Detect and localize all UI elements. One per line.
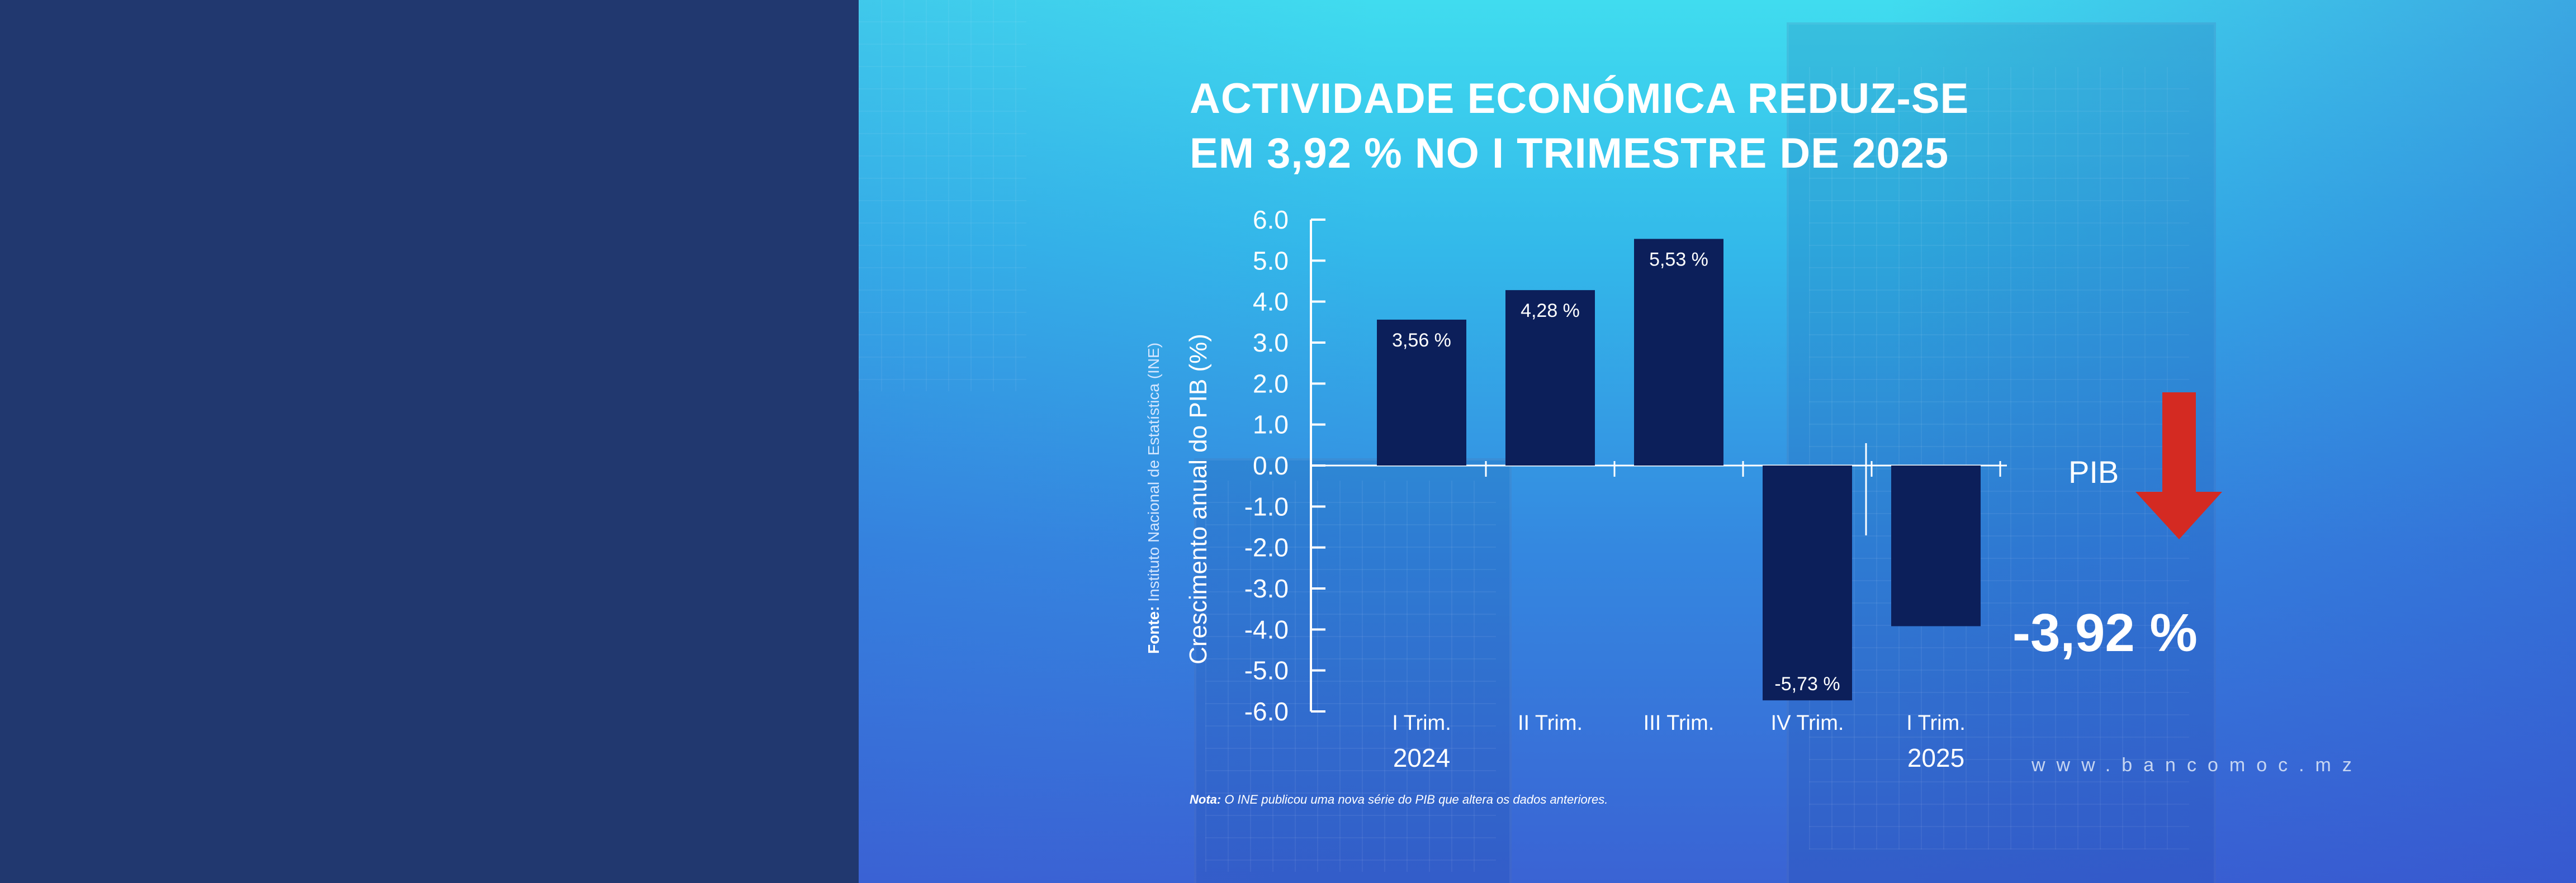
source-text: Instituto Nacional de Estatística (INE) — [1145, 342, 1162, 606]
y-tick-label: -1.0 — [1244, 492, 1289, 521]
y-tick-label: -3.0 — [1244, 574, 1289, 603]
y-tick-label: 6.0 — [1253, 205, 1289, 234]
bar-4 — [1763, 466, 1852, 701]
bar-3 — [1634, 239, 1723, 466]
y-tick-label: -5.0 — [1244, 656, 1289, 685]
down-arrow-icon — [2135, 392, 2222, 539]
y-tick-label: -4.0 — [1244, 615, 1289, 644]
x-category-label: I Trim. — [1906, 711, 1966, 735]
note-label: Nota: — [1190, 792, 1221, 806]
background-building — [1787, 22, 2216, 883]
bar-data-label: 3,56 % — [1392, 330, 1451, 351]
headline-line-2: EM 3,92 % NO I TRIMESTRE DE 2025 — [1190, 130, 1949, 177]
headline: ACTIVIDADE ECONÓMICA REDUZ-SE EM 3,92 % … — [1190, 72, 2084, 181]
y-tick-label: -2.0 — [1244, 533, 1289, 562]
background-building-windows — [1205, 481, 1496, 872]
note-text: O INE publicou uma nova série do PIB que… — [1221, 792, 1608, 806]
bar-2 — [1505, 290, 1595, 466]
pib-arrow — [2135, 392, 2222, 539]
website-url: www.bancomoc.mz — [2032, 754, 2363, 776]
bar-5 — [1891, 466, 1981, 626]
y-tick-label: 1.0 — [1253, 410, 1289, 439]
y-tick-label: 5.0 — [1253, 246, 1289, 275]
x-category-label: II Trim. — [1518, 711, 1583, 735]
headline-line-1: ACTIVIDADE ECONÓMICA REDUZ-SE — [1190, 75, 1969, 122]
bar-data-label: 4,28 % — [1521, 300, 1580, 321]
y-tick-label: 3.0 — [1253, 328, 1289, 357]
x-category-label: III Trim. — [1644, 711, 1715, 735]
pib-label: PIB — [2068, 454, 2119, 490]
source-note: Fonte: Instituto Nacional de Estatística… — [1145, 343, 1163, 654]
x-year-label: 2025 — [1907, 743, 1964, 772]
x-year-label: 2024 — [1393, 743, 1450, 772]
y-axis-title: Crescimento anual do PIB (%) — [1185, 334, 1212, 664]
y-tick-label: 4.0 — [1253, 287, 1289, 316]
source-label: Fonte: — [1145, 606, 1162, 654]
footnote: Nota: O INE publicou uma nova série do P… — [1190, 792, 1608, 807]
bar-1 — [1377, 319, 1466, 466]
background-building — [1194, 458, 1512, 883]
background-building-windows — [1809, 67, 2189, 849]
left-panel — [0, 0, 859, 883]
bar-data-label: 5,53 % — [1649, 249, 1708, 270]
pib-value: -3,92 % — [2012, 603, 2198, 663]
y-tick-label: 0.0 — [1253, 451, 1289, 480]
x-category-label: IV Trim. — [1771, 711, 1844, 735]
chart-labels: 6.0 5.0 4.0 3.0 2.0 1.0 0.0 -1.0 -2.0 -3.0 -4.0 -5.… — [1185, 205, 1966, 772]
y-tick-label: -6.0 — [1244, 697, 1289, 726]
bar-data-label: -5,73 % — [1774, 673, 1840, 695]
background-building-windows — [859, 0, 1026, 391]
x-category-label: I Trim. — [1392, 711, 1451, 735]
y-tick-label: 2.0 — [1253, 369, 1289, 398]
chart-bars — [1377, 239, 1981, 701]
